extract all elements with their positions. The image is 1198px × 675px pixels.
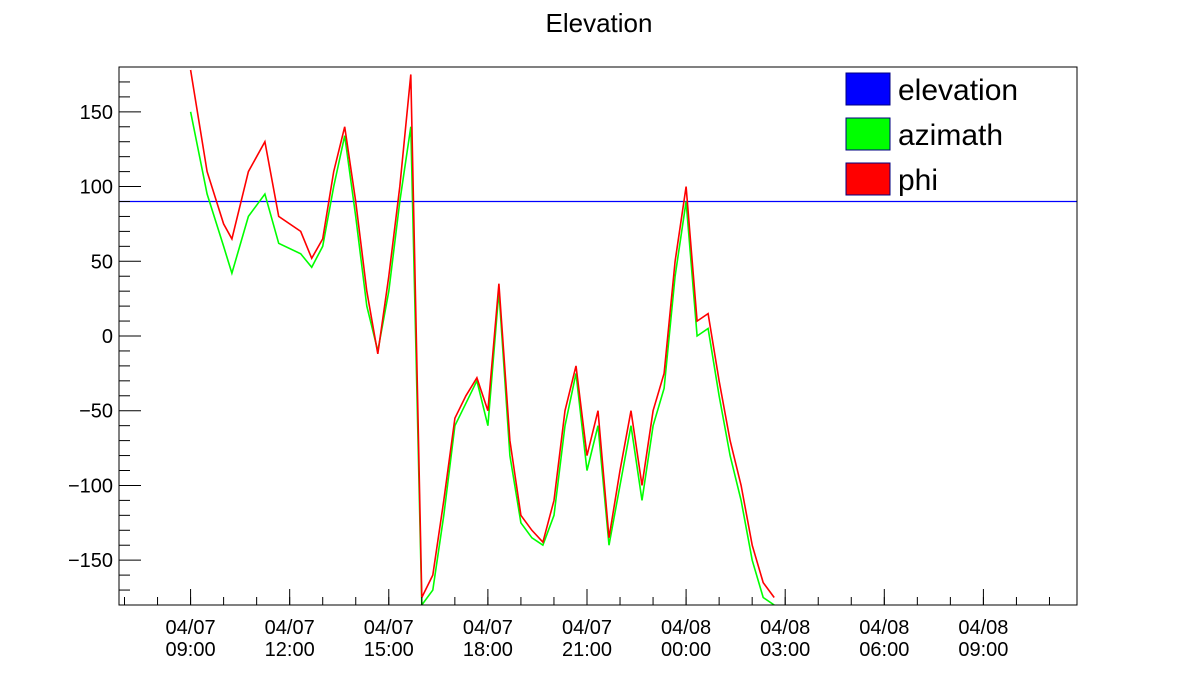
x-tick-date-label: 04/08	[760, 617, 810, 639]
legend-swatch-phi	[845, 162, 891, 196]
x-tick-date-label: 04/08	[859, 617, 909, 639]
y-tick-label: 100	[80, 177, 113, 199]
x-axis: 04/0709:0004/0712:0004/0715:0004/0718:00…	[124, 589, 1050, 661]
legend-label-phi: phi	[898, 164, 938, 197]
legend-label-azimath: azimath	[898, 119, 1003, 152]
x-tick-date-label: 04/07	[265, 617, 315, 639]
legend: elevation azimath phi	[845, 72, 1018, 197]
y-tick-label: 150	[80, 102, 113, 124]
chart-title: Elevation	[546, 8, 653, 38]
x-tick-date-label: 04/07	[562, 617, 612, 639]
y-tick-label: 0	[102, 326, 113, 348]
legend-label-elevation: elevation	[898, 74, 1018, 107]
x-tick-date-label: 04/07	[364, 617, 414, 639]
y-axis: 150 100 50 0 −50 −100 −150	[68, 66, 141, 606]
x-tick-time-label: 12:00	[265, 639, 315, 661]
series-line-phi	[189, 69, 775, 598]
x-tick-date-label: 04/07	[166, 617, 216, 639]
x-tick-time-label: 15:00	[364, 639, 414, 661]
y-tick-label: −50	[79, 401, 113, 423]
x-tick-time-label: 18:00	[463, 639, 513, 661]
x-tick-time-label: 00:00	[661, 639, 711, 661]
x-tick-date-label: 04/07	[463, 617, 513, 639]
plot-area	[119, 69, 1077, 605]
x-tick-time-label: 21:00	[562, 639, 612, 661]
x-tick-time-label: 09:00	[958, 639, 1008, 661]
x-tick-date-label: 04/08	[958, 617, 1008, 639]
y-tick-label: 50	[91, 251, 113, 273]
x-tick-time-label: 06:00	[859, 639, 909, 661]
x-tick-time-label: 09:00	[166, 639, 216, 661]
legend-swatch-elevation	[845, 72, 891, 106]
x-tick-date-label: 04/08	[661, 617, 711, 639]
y-tick-label: −150	[68, 550, 113, 572]
x-tick-time-label: 03:00	[760, 639, 810, 661]
legend-swatch-azimath	[845, 117, 891, 151]
y-tick-label: −100	[68, 475, 113, 497]
